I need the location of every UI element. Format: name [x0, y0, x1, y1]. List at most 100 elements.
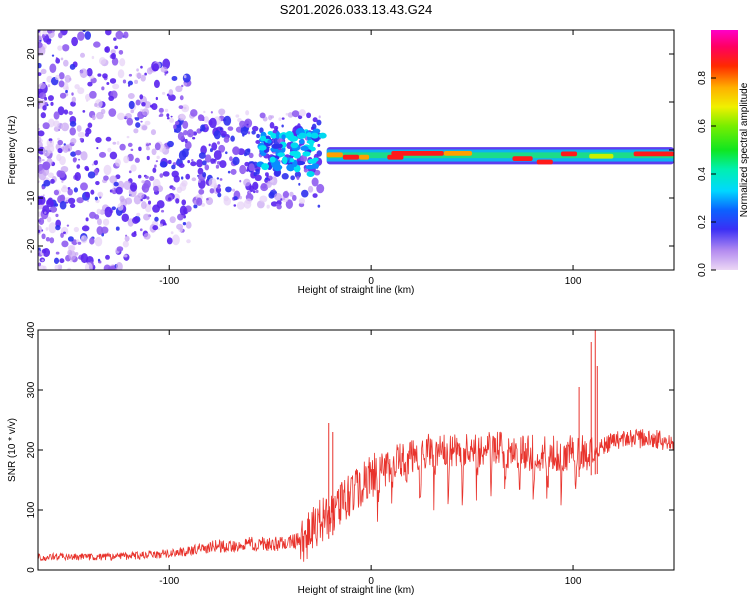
spectral-speckle — [149, 176, 155, 182]
spectral-speckle — [239, 179, 242, 183]
spectral-blob — [286, 164, 295, 172]
spectral-speckle — [57, 45, 63, 51]
spectral-speckle — [56, 122, 64, 130]
spectral-speckle — [71, 96, 77, 103]
spectral-speckle — [109, 78, 117, 84]
spectral-speckle — [200, 202, 206, 207]
spectral-speckle — [256, 133, 260, 139]
ridge-segment — [326, 152, 343, 158]
spectral-speckle — [171, 186, 176, 191]
colorbar-tick-label: 0.8 — [697, 71, 708, 85]
spectral-speckle — [80, 235, 88, 244]
spectral-speckle — [103, 164, 112, 176]
ridge-segment — [589, 153, 614, 159]
spectral-speckle — [217, 192, 222, 198]
spectral-speckle — [61, 240, 69, 248]
spectral-speckle — [84, 262, 93, 270]
spectral-speckle — [107, 147, 112, 153]
spectral-speckle — [55, 57, 61, 64]
spectral-speckle — [223, 136, 230, 143]
spectral-speckle — [119, 143, 126, 151]
spectral-speckle — [38, 41, 43, 49]
spectral-speckle — [217, 141, 220, 145]
spectral-speckle — [178, 163, 185, 168]
spectral-speckle — [59, 258, 65, 264]
spectral-speckle — [171, 75, 178, 81]
spectral-speckle — [154, 164, 157, 168]
spectral-speckle — [186, 129, 195, 138]
spectral-speckle — [174, 120, 180, 126]
spectral-blob-cyan — [306, 171, 315, 177]
spectral-speckle — [167, 159, 172, 165]
spectral-speckle — [316, 119, 322, 126]
spectral-speckle — [154, 142, 161, 151]
spectral-speckle — [166, 113, 170, 118]
spectral-speckle — [57, 106, 65, 116]
spectral-speckle — [141, 101, 146, 107]
spectral-speckle — [47, 95, 54, 101]
spectral-speckle — [127, 80, 133, 86]
spectral-speckle — [38, 195, 46, 205]
spectral-speckle — [57, 148, 63, 154]
spectral-speckle — [160, 209, 165, 213]
spectral-speckle — [182, 222, 187, 226]
spectral-blob — [312, 128, 321, 134]
spectral-speckle — [94, 236, 103, 247]
spectral-speckle — [261, 182, 267, 189]
spectral-speckle — [181, 84, 184, 88]
spectral-speckle — [78, 158, 81, 161]
spectral-speckle — [146, 155, 150, 161]
spectral-speckle — [265, 181, 272, 188]
spectral-speckle — [122, 240, 129, 248]
spectral-speckle — [183, 129, 188, 136]
ridge-segment — [633, 151, 674, 157]
spectral-speckle — [208, 177, 217, 188]
spectral-speckle — [38, 127, 41, 131]
spectral-speckle — [63, 59, 69, 67]
spectral-speckle — [139, 94, 144, 100]
spectral-speckle — [243, 178, 251, 187]
spectral-speckle — [109, 175, 118, 184]
spectral-speckle — [265, 177, 268, 181]
spectral-speckle — [179, 205, 187, 216]
spectral-speckle — [233, 196, 238, 201]
spectral-speckle — [230, 135, 235, 142]
spectral-speckle — [213, 150, 222, 160]
spectral-speckle — [46, 199, 54, 205]
spectral-speckle — [316, 183, 325, 194]
spectral-blob — [270, 133, 278, 139]
spectral-speckle — [255, 139, 261, 145]
spectral-speckle — [95, 137, 102, 143]
spectral-speckle — [223, 115, 232, 126]
spectral-speckle — [42, 146, 51, 157]
spectral-speckle — [219, 127, 223, 131]
snr-y-ticks: 0 100 200 300 400 — [26, 321, 674, 573]
spectral-speckle — [38, 265, 46, 270]
spectral-speckle — [119, 58, 126, 67]
spectral-speckle — [74, 171, 81, 181]
spectral-speckle — [105, 30, 112, 36]
spectral-speckle — [130, 109, 135, 114]
spectral-speckle — [169, 117, 175, 123]
spectral-speckle — [102, 218, 110, 226]
spectral-speckle — [50, 101, 54, 106]
spectral-speckle — [162, 58, 171, 70]
spectral-speckle — [53, 111, 60, 120]
spectral-speckle — [248, 190, 251, 194]
spectral-speckle — [70, 101, 76, 107]
spectral-speckle — [122, 79, 127, 84]
spectral-speckle — [181, 148, 189, 158]
spectral-speckle — [115, 262, 123, 270]
spectral-speckle — [166, 237, 173, 245]
spectral-speckle — [160, 66, 168, 73]
spectral-speckle — [135, 72, 142, 79]
spectral-speckle — [130, 148, 134, 152]
spectral-speckle — [105, 254, 110, 260]
spectral-speckle — [38, 229, 41, 233]
spectral-speckle — [112, 141, 117, 145]
spectral-speckle — [53, 189, 60, 196]
spectrogram-marks — [38, 30, 674, 270]
spectral-speckle — [90, 189, 95, 195]
spectral-speckle — [67, 244, 76, 252]
spectral-speckle — [278, 117, 282, 122]
